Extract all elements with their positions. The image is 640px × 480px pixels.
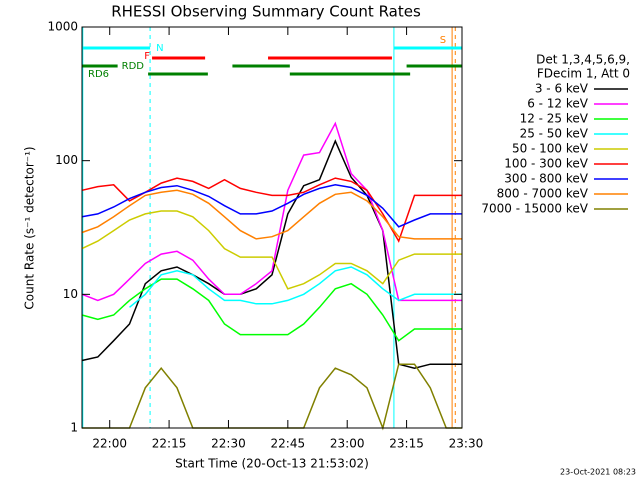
x-tick-label: 22:15: [152, 437, 187, 451]
legend-label: 100 - 300 keV: [504, 157, 588, 171]
legend-label: 300 - 800 keV: [504, 172, 588, 186]
series-line: [81, 184, 462, 228]
plot-frame: [81, 26, 463, 429]
series-line: [81, 177, 462, 243]
x-tick-label: 22:45: [271, 437, 306, 451]
stamp: 23-Oct-2021 08:23: [560, 468, 636, 477]
y-tick-label: 1000: [47, 20, 78, 34]
legend-header: Det 1,3,4,5,6,9,: [536, 53, 630, 67]
flag-label: N: [156, 43, 163, 54]
x-tick-label: 23:00: [330, 437, 365, 451]
series-line: [129, 266, 462, 308]
chart-title: RHESSI Observing Summary Count Rates: [111, 3, 421, 21]
flag-label: S: [440, 35, 446, 46]
series-line: [81, 278, 462, 342]
x-tick-label: 22:00: [92, 437, 127, 451]
flag-label: F: [144, 51, 150, 62]
legend-label: 800 - 7000 keV: [497, 187, 589, 201]
flag-label: RD6: [88, 69, 109, 80]
x-tick-label: 23:15: [389, 437, 424, 451]
legend-label: 12 - 25 keV: [520, 112, 589, 126]
x-tick-label: 23:30: [449, 437, 484, 451]
y-tick-label: 100: [55, 153, 78, 167]
x-tick-label: 22:30: [211, 437, 246, 451]
series-line: [82, 363, 462, 431]
y-axis-label: Count Rate (s⁻¹ detector⁻¹): [23, 146, 37, 309]
x-axis-label: Start Time (20-Oct-13 21:53:02): [175, 457, 369, 471]
y-tick-label: 10: [63, 287, 78, 301]
legend-label: 25 - 50 keV: [520, 127, 589, 141]
legend-label: 50 - 100 keV: [512, 142, 589, 156]
y-tick-label: 1: [70, 421, 78, 435]
series-line: [81, 210, 462, 290]
flag-label: RDD: [122, 61, 145, 72]
legend-label: 6 - 12 keV: [527, 97, 589, 111]
legend-label: 3 - 6 keV: [535, 82, 589, 96]
series-line: [81, 189, 462, 240]
legend-header: FDecim 1, Att 0: [537, 67, 630, 81]
legend-label: 7000 - 15000 keV: [481, 202, 588, 216]
